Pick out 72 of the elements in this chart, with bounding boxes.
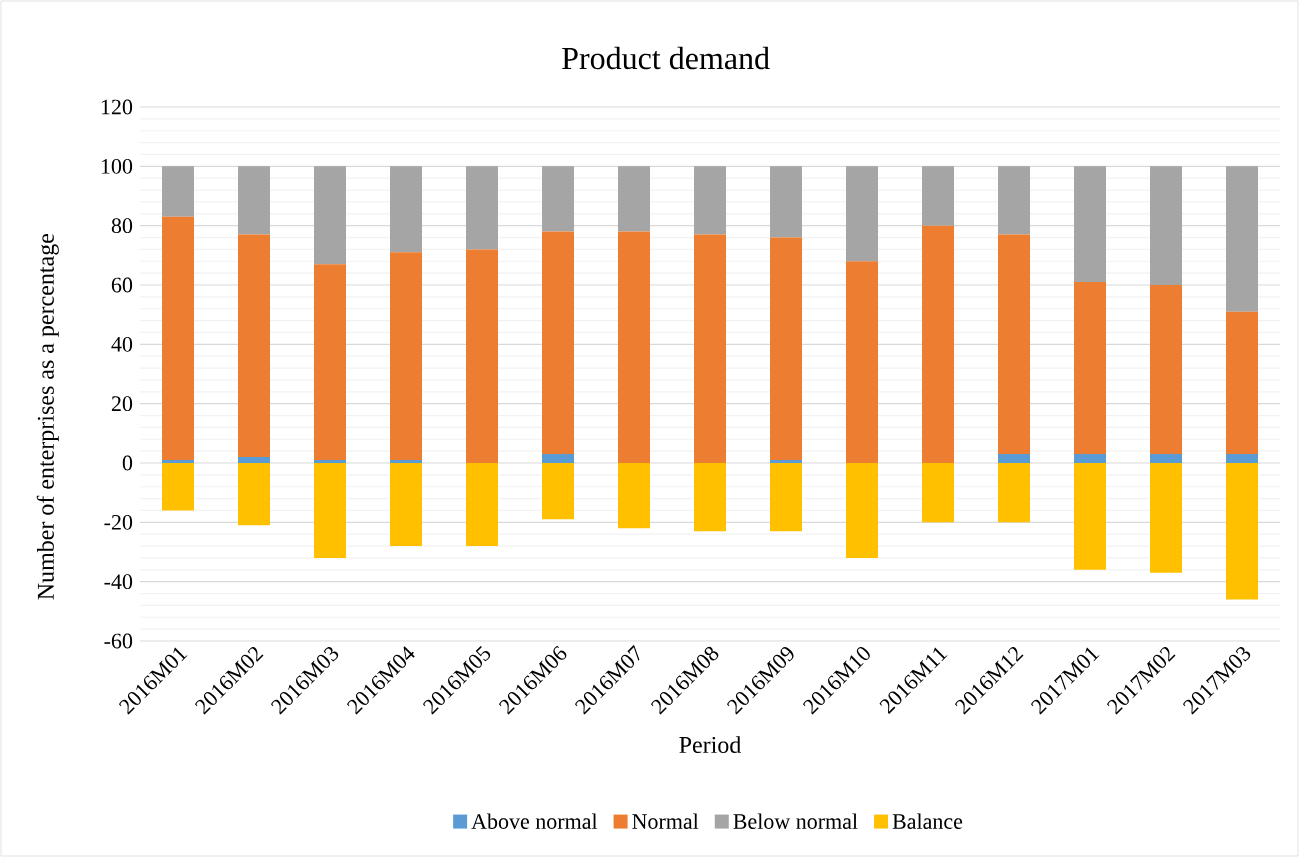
bar	[770, 460, 803, 463]
bar	[998, 166, 1031, 235]
bar	[846, 261, 879, 463]
legend-label: Normal	[632, 813, 699, 829]
bar	[542, 454, 575, 463]
bar	[1226, 166, 1259, 312]
bar	[694, 462, 727, 532]
bar	[390, 462, 423, 547]
bar	[1074, 166, 1107, 283]
bar	[1226, 462, 1259, 600]
bar	[390, 460, 423, 463]
bar	[998, 462, 1031, 523]
y-tick-label: 0	[122, 455, 133, 471]
bar	[162, 166, 194, 217]
bar	[998, 234, 1031, 455]
y-tick-label: -60	[104, 633, 133, 649]
bar	[466, 166, 498, 250]
bar	[922, 462, 955, 523]
y-tick-label: 120	[101, 99, 133, 115]
bar	[314, 460, 347, 463]
bar	[466, 249, 498, 463]
bar	[542, 166, 575, 232]
legend-label: Balance	[892, 813, 963, 829]
bar	[1150, 454, 1183, 463]
y-tick-label: 40	[111, 336, 133, 352]
bar	[998, 454, 1031, 463]
y-tick-label: 20	[111, 396, 133, 412]
y-tick-label: -40	[104, 574, 133, 590]
bar	[694, 234, 727, 463]
bar	[1074, 462, 1107, 570]
bar	[1150, 462, 1183, 573]
bar	[846, 462, 879, 558]
y-tick-label: 60	[111, 277, 133, 293]
y-tick-label: 80	[111, 218, 133, 234]
x-axis-title: Period	[679, 736, 742, 754]
bar	[1150, 166, 1183, 285]
bar	[1226, 454, 1259, 463]
y-tick-label: 100	[101, 158, 133, 174]
bar	[314, 462, 347, 558]
bar	[162, 460, 194, 463]
bar	[618, 231, 651, 463]
y-tick-label: -20	[104, 514, 133, 530]
bar	[770, 237, 803, 461]
bar	[770, 166, 803, 238]
bar	[542, 462, 575, 520]
bar	[238, 457, 271, 463]
bar	[770, 462, 803, 532]
bar	[314, 166, 347, 265]
bar	[542, 231, 575, 455]
bar	[238, 462, 271, 526]
bar	[390, 166, 423, 253]
bar	[1074, 454, 1107, 463]
legend-label: Above normal	[471, 813, 598, 829]
bar	[162, 462, 194, 511]
legend-label: Below normal	[733, 813, 858, 829]
bar	[466, 462, 498, 547]
bar	[238, 234, 271, 458]
bar	[162, 216, 194, 461]
y-axis-title: Number of enterprises as a percentage	[36, 233, 59, 600]
bar	[922, 166, 955, 226]
chart-title: Product demand	[562, 46, 770, 70]
bar	[694, 166, 727, 235]
bar	[846, 166, 879, 262]
bar	[238, 166, 271, 235]
bar	[922, 225, 955, 463]
bar	[1226, 311, 1259, 455]
bar	[314, 264, 347, 461]
bar	[618, 166, 651, 232]
bar	[390, 252, 423, 461]
bar	[618, 462, 651, 529]
bar	[1150, 285, 1183, 455]
bar	[1074, 282, 1107, 455]
